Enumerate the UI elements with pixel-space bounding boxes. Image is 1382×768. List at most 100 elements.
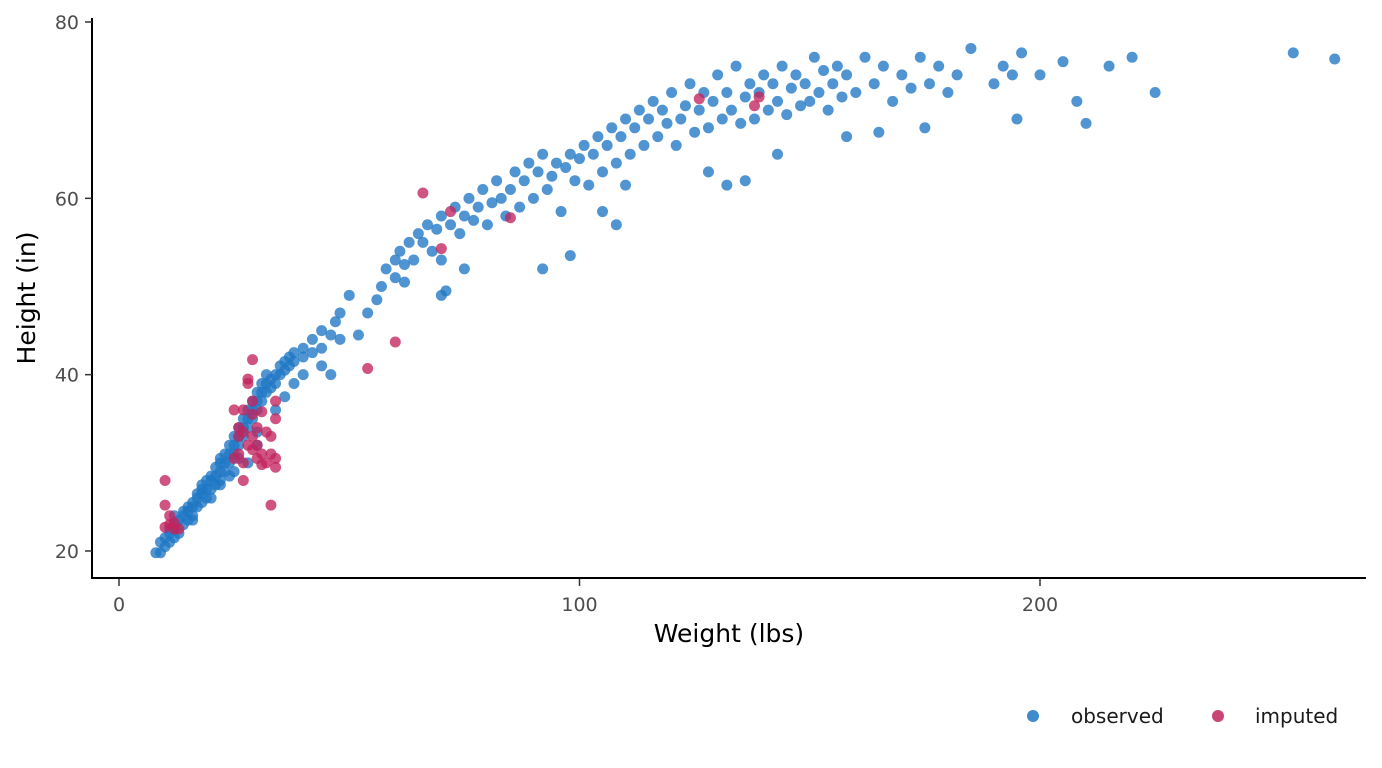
data-point-imputed [247,430,259,442]
data-point-observed [297,351,309,363]
data-point-imputed [748,100,760,112]
data-point-imputed [265,499,277,511]
data-point-observed [942,87,954,99]
data-point-observed [702,166,714,178]
data-point-observed [606,122,618,134]
data-point-observed [776,60,788,72]
data-point-imputed [256,406,268,418]
data-point-observed [716,113,728,125]
data-point-observed [435,254,447,266]
data-point-observed [836,91,848,103]
data-point-observed [610,219,622,231]
data-point-observed [1329,53,1341,65]
data-point-observed [412,228,424,240]
data-point-imputed [445,206,457,218]
data-point-observed [334,333,346,345]
data-point-observed [297,342,309,354]
data-point-observed [1011,113,1023,125]
x-tick-label: 0 [113,594,125,616]
data-point-observed [831,60,843,72]
data-point-observed [564,148,576,160]
data-point-observed [394,245,406,257]
data-point-imputed [237,457,249,469]
data-point-observed [555,206,567,218]
data-point-observed [316,325,328,337]
data-point-imputed [270,395,282,407]
data-point-observed [725,104,737,116]
data-point-observed [643,113,655,125]
data-point-imputed [362,362,374,374]
data-point-observed [601,139,613,151]
data-point-observed [389,254,401,266]
data-point-observed [399,258,411,270]
x-tick-label: 100 [561,594,597,616]
data-point-observed [744,78,756,90]
data-point-observed [574,153,585,165]
axes-layer [91,18,1366,579]
data-point-observed [1103,60,1115,72]
data-point-imputed [256,448,268,460]
data-point-observed [790,69,802,81]
data-point-observed [919,122,931,134]
data-point-observed [638,139,650,151]
data-point-imputed [270,461,282,473]
data-point-observed [813,87,825,99]
data-point-observed [306,333,318,345]
data-point-observed [781,109,793,121]
data-point-observed [541,184,553,196]
data-point-observed [887,95,899,107]
data-point-observed [666,87,678,99]
data-point-imputed [270,452,282,464]
data-point-imputed [159,499,171,511]
data-point-observed [877,60,889,72]
data-point-observed [362,307,374,319]
data-point-observed [306,347,318,359]
data-point-observed [495,192,507,204]
data-point-observed [923,78,935,90]
data-point-observed [675,113,687,125]
data-point-observed [587,148,599,160]
data-point-imputed [228,404,240,416]
data-point-observed [597,206,609,218]
data-point-observed [270,377,282,389]
data-point-observed [224,470,236,482]
data-point-observed [504,184,516,196]
data-point-observed [560,161,572,173]
y-tick-label: 40 [55,365,79,387]
data-point-observed [1034,69,1046,81]
data-point-observed [905,82,917,94]
data-point-observed [762,104,774,116]
data-point-observed [578,139,590,151]
data-point-observed [454,228,466,240]
data-point-observed [477,184,489,196]
data-point-observed [380,263,392,275]
data-point-observed [661,117,673,129]
data-point-observed [316,360,328,372]
data-point-imputed [753,91,765,103]
data-point-imputed [265,430,277,442]
legend-marker-imputed [1212,710,1224,722]
data-point-observed [841,69,853,81]
data-point-observed [435,210,447,222]
data-point-observed [702,122,714,134]
data-point-imputed [435,243,447,255]
data-point-observed [514,201,526,213]
data-point-imputed [247,354,259,366]
data-point-observed [325,329,337,341]
data-point-observed [297,369,309,381]
data-point-observed [597,166,609,178]
data-point-observed [758,69,770,81]
data-point-observed [951,69,963,81]
data-point-observed [670,139,682,151]
data-point-observed [509,166,521,178]
data-point-observed [431,223,443,235]
data-point-observed [914,51,926,63]
data-point-observed [550,157,562,169]
data-point-observed [375,281,387,292]
data-point-observed [808,51,820,63]
y-tick-label: 20 [55,541,79,563]
x-axis-title: Weight (lbs) [654,619,804,648]
data-point-observed [721,179,733,191]
data-point-imputed [228,452,240,464]
